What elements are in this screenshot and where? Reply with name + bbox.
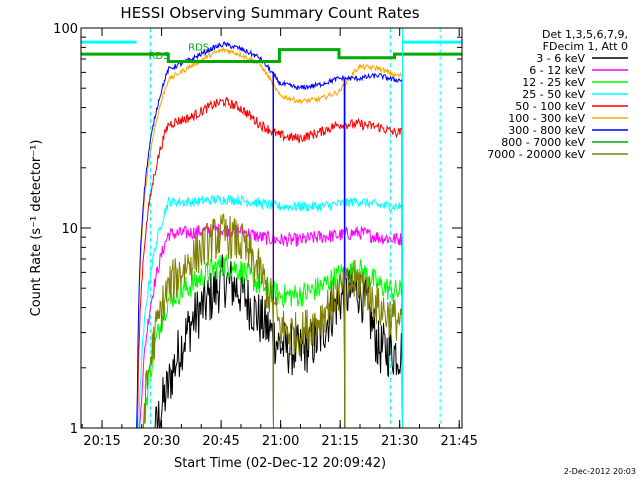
legend-header: Det 1,3,5,6,7,9, <box>542 28 628 41</box>
legend-label: 6 - 12 keV <box>529 64 585 77</box>
annotation-2: RDS <box>188 43 209 54</box>
y-tick-label: 10 <box>61 222 78 237</box>
legend-label: 7000 - 20000 keV <box>487 148 585 161</box>
series-segment-1 <box>136 254 274 429</box>
x-axis-label: Start Time (02-Dec-12 20:09:42) <box>174 456 386 471</box>
series-segment-3 <box>344 117 403 429</box>
chart-title: HESSI Observing Summary Count Rates <box>120 4 419 22</box>
footer-timestamp: 2-Dec-2012 20:03 <box>564 467 636 476</box>
legend-label: 3 - 6 keV <box>536 52 585 65</box>
series-4 <box>136 194 403 429</box>
x-tick-label: 20:30 <box>143 434 180 449</box>
x-tick-label: 21:00 <box>262 434 299 449</box>
legend-label: 50 - 100 keV <box>515 100 585 113</box>
y-axis-label: Count Rate (s⁻¹ detector⁻¹) <box>29 140 44 317</box>
series-segment-2 <box>273 281 346 429</box>
series-segment-2 <box>273 198 346 429</box>
axes-layer: 20:15 20:30 20:45 21:00 21:15 21:30 21:45 1 10 10… <box>53 22 478 449</box>
annotation-1: RDS <box>148 51 169 62</box>
x-tick-label: 21:45 <box>440 434 477 449</box>
legend: Det 1,3,5,6,7,9,FDecim 1, Att 03 - 6 keV… <box>487 28 628 161</box>
legend-header: FDecim 1, Att 0 <box>543 40 628 53</box>
legend-label: 25 - 50 keV <box>522 88 585 101</box>
series-7 <box>136 41 403 429</box>
y-tick-label: 1 <box>70 422 78 437</box>
series-segment-3 <box>344 197 403 429</box>
series-segment-3 <box>344 72 403 429</box>
series-segment-1 <box>136 213 274 429</box>
y-tick-label: 100 <box>53 22 78 37</box>
series-segment-3 <box>344 226 403 429</box>
x-tick-label: 20:45 <box>202 434 239 449</box>
series-8 <box>81 48 462 63</box>
series-segment-2 <box>273 120 346 429</box>
x-tick-label: 20:15 <box>83 434 120 449</box>
series-segment-2 <box>273 266 346 429</box>
series-line <box>81 48 462 63</box>
series-segment-1 <box>136 41 274 429</box>
series-5 <box>136 96 403 429</box>
series-9 <box>136 213 403 429</box>
legend-label: 300 - 800 keV <box>508 124 585 137</box>
legend-label: 800 - 7000 keV <box>501 136 585 149</box>
legend-label: 12 - 25 keV <box>522 76 585 89</box>
x-tick-label: 21:30 <box>381 434 418 449</box>
legend-label: 100 - 300 keV <box>508 112 585 125</box>
series-segment-1 <box>136 194 274 429</box>
series-segment-1 <box>136 96 274 429</box>
series-segment-3 <box>344 259 403 429</box>
series-segment-2 <box>273 228 346 429</box>
x-tick-label: 21:15 <box>321 434 358 449</box>
series-segment-2 <box>273 82 346 429</box>
series-segment-3 <box>344 62 403 429</box>
series-segment-3 <box>344 259 403 429</box>
series-segment-2 <box>273 71 346 429</box>
